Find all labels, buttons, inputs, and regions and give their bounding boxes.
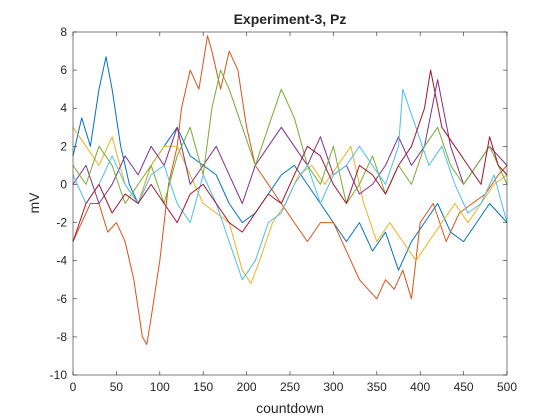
y-tick-label: 0 (60, 177, 67, 191)
x-tick-label: 350 (367, 380, 387, 394)
x-axis-label: countdown (256, 400, 324, 416)
series-layer (72, 35, 508, 345)
y-tick-label: -10 (50, 368, 68, 382)
y-axis-label: mV (26, 192, 42, 214)
x-tick-label: 250 (280, 380, 300, 394)
ticks-layer: 0 50 100 150 200 250 300 350 400 450 500 -10 -8 -6 -4 -… (50, 25, 518, 394)
x-tick-label: 0 (70, 380, 77, 394)
x-tick-label: 100 (150, 380, 170, 394)
series-line-7 (72, 69, 508, 242)
y-tick-label: -2 (56, 216, 67, 230)
chart-title: Experiment-3, Pz (234, 11, 347, 27)
x-tick-label: 400 (410, 380, 430, 394)
x-tick-label: 200 (237, 380, 257, 394)
x-tick-label: 500 (497, 380, 517, 394)
x-tick-label: 450 (454, 380, 474, 394)
y-tick-label: -6 (56, 292, 67, 306)
series-line-4 (72, 79, 508, 204)
y-tick-label: -8 (56, 330, 67, 344)
y-tick-label: 2 (60, 139, 67, 153)
x-tick-label: 50 (110, 380, 124, 394)
series-line-1 (72, 56, 508, 271)
series-line-5 (72, 69, 508, 204)
y-tick-label: 6 (60, 63, 67, 77)
y-tick-label: -4 (56, 254, 67, 268)
x-tick-label: 150 (193, 380, 213, 394)
y-tick-label: 8 (60, 25, 67, 39)
series-line-6 (72, 88, 508, 281)
y-tick-label: 4 (60, 101, 67, 115)
x-tick-label: 300 (323, 380, 343, 394)
